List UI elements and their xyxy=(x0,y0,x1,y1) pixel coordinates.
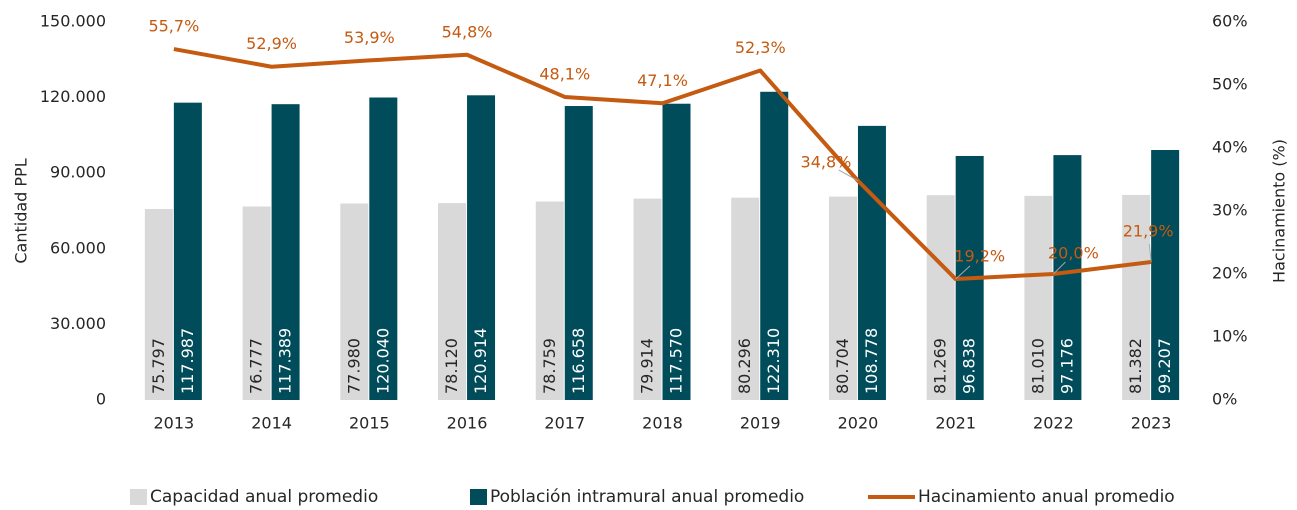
bar-value-label: 81.382 xyxy=(1126,338,1145,394)
x-tick-label: 2023 xyxy=(1131,414,1172,433)
leader-line xyxy=(955,265,971,280)
x-tick-label: 2016 xyxy=(447,414,488,433)
line-value-label: 21,9% xyxy=(1123,222,1174,241)
line-value-label: 52,3% xyxy=(735,38,786,57)
y2-tick-label: 10% xyxy=(1212,327,1248,346)
line-series xyxy=(173,47,1152,282)
bar xyxy=(1053,155,1082,400)
bar-value-label: 117.987 xyxy=(178,328,197,394)
x-tick-label: 2021 xyxy=(935,414,976,433)
legend-label: Hacinamiento anual promedio xyxy=(918,487,1175,507)
x-tick-label: 2020 xyxy=(838,414,879,433)
bar xyxy=(1024,195,1053,400)
bar-value-label: 81.010 xyxy=(1028,338,1047,394)
line-value-label: 19,2% xyxy=(954,247,1005,266)
bar-value-label: 75.797 xyxy=(149,338,168,394)
y2-tick-label: 20% xyxy=(1212,264,1248,283)
x-tick-label: 2014 xyxy=(251,414,292,433)
x-tick-label: 2022 xyxy=(1033,414,1074,433)
line-value-label: 47,1% xyxy=(637,71,688,90)
bar-value-label: 77.980 xyxy=(344,338,363,394)
line-value-label: 53,9% xyxy=(344,28,395,47)
bar xyxy=(1122,194,1151,400)
bar-value-label: 120.040 xyxy=(373,328,392,394)
legend-label: Población intramural anual promedio xyxy=(490,487,804,507)
bar-value-label: 76.777 xyxy=(247,338,266,394)
y2-tick-label: 40% xyxy=(1212,138,1248,157)
bar-value-label: 117.570 xyxy=(667,328,686,394)
x-tick-label: 2017 xyxy=(544,414,585,433)
bar-value-label: 80.296 xyxy=(735,338,754,394)
bar xyxy=(340,203,369,400)
line-value-label: 20,0% xyxy=(1048,244,1099,263)
y-tick-label: 0 xyxy=(96,390,106,409)
x-tick-label: 2015 xyxy=(349,414,390,433)
bar xyxy=(857,125,886,400)
y2-tick-label: 30% xyxy=(1212,201,1248,220)
x-tick-label: 2013 xyxy=(154,414,195,433)
bar xyxy=(731,197,760,400)
bar-value-label: 122.310 xyxy=(764,328,783,394)
leader-line xyxy=(838,169,859,182)
bar-value-label: 81.269 xyxy=(931,338,950,394)
line-value-label: 55,7% xyxy=(148,17,199,36)
bar-value-label: 79.914 xyxy=(638,338,657,394)
bar xyxy=(926,195,955,400)
x-tick-label: 2018 xyxy=(642,414,683,433)
bar-value-label: 108.778 xyxy=(862,328,881,394)
bar xyxy=(271,104,300,400)
y-tick-label: 150.000 xyxy=(40,12,106,31)
bar xyxy=(633,198,662,400)
x-tick-label: 2019 xyxy=(740,414,781,433)
bar xyxy=(242,206,271,400)
line-value-label: 48,1% xyxy=(539,64,590,83)
bar-value-label: 117.389 xyxy=(276,328,295,394)
bar xyxy=(564,106,593,400)
bar-value-label: 116.658 xyxy=(569,328,588,394)
y2-tick-label: 50% xyxy=(1212,75,1248,94)
bar-value-label: 99.207 xyxy=(1155,338,1174,394)
bar-value-label: 96.838 xyxy=(960,338,979,394)
y2-tick-label: 0% xyxy=(1212,390,1237,409)
y2-axis-title: Hacinamiento (%) xyxy=(1270,139,1289,283)
bar-value-label: 97.176 xyxy=(1057,338,1076,394)
bar-value-label: 120.914 xyxy=(471,328,490,394)
bar xyxy=(438,203,467,400)
bar-value-label: 78.120 xyxy=(442,338,461,394)
bar xyxy=(760,91,789,400)
line-value-label: 54,8% xyxy=(442,22,493,41)
line-value-label: 52,9% xyxy=(246,34,297,53)
legend-swatch xyxy=(470,489,487,505)
legend-label: Capacidad anual promedio xyxy=(150,487,378,507)
y-axis-title: Cantidad PPL xyxy=(12,158,31,263)
y-tick-label: 60.000 xyxy=(50,238,106,257)
legend-swatch xyxy=(130,489,147,505)
y-tick-label: 30.000 xyxy=(50,314,106,333)
bar xyxy=(144,208,173,400)
line-value-label: 34,8% xyxy=(801,152,852,171)
y2-tick-label: 60% xyxy=(1212,12,1248,31)
bar xyxy=(662,103,691,400)
leader-line xyxy=(1148,243,1152,263)
bar xyxy=(535,201,564,400)
bar xyxy=(1151,149,1180,400)
y-tick-label: 90.000 xyxy=(50,163,106,182)
y-tick-label: 120.000 xyxy=(40,87,106,106)
bar xyxy=(173,102,202,400)
bar xyxy=(369,97,398,400)
leader-line xyxy=(1053,261,1066,275)
bar xyxy=(828,196,857,400)
bar xyxy=(467,95,496,400)
bar-value-label: 78.759 xyxy=(540,338,559,394)
bar-value-label: 80.704 xyxy=(833,338,852,394)
